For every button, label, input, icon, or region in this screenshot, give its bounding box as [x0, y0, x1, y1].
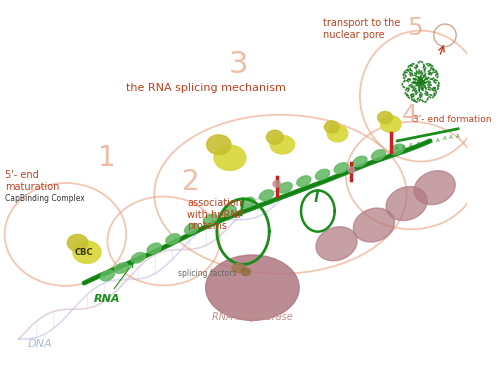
Text: A: A [442, 137, 446, 142]
Ellipse shape [241, 268, 250, 276]
Ellipse shape [327, 125, 348, 142]
Ellipse shape [297, 176, 311, 186]
Text: A: A [456, 134, 460, 139]
Text: association: association [187, 198, 242, 208]
Ellipse shape [316, 227, 357, 261]
Ellipse shape [204, 214, 218, 225]
Ellipse shape [334, 163, 348, 173]
Text: 3: 3 [229, 50, 248, 79]
Ellipse shape [68, 234, 88, 251]
Ellipse shape [354, 208, 395, 242]
Ellipse shape [353, 156, 367, 167]
Text: splicing factors: splicing factors [178, 269, 236, 277]
Ellipse shape [73, 241, 101, 264]
Ellipse shape [348, 167, 355, 173]
Text: with hnRNP: with hnRNP [187, 210, 244, 220]
Text: 4: 4 [402, 103, 418, 127]
Ellipse shape [214, 145, 246, 171]
Ellipse shape [100, 270, 114, 281]
Ellipse shape [206, 135, 231, 154]
Text: A: A [429, 139, 433, 144]
Ellipse shape [240, 197, 255, 208]
Ellipse shape [114, 263, 128, 273]
Text: 5'- end: 5'- end [4, 170, 38, 180]
Ellipse shape [232, 264, 245, 273]
Text: RNA Polymerase: RNA Polymerase [212, 313, 293, 322]
Text: A: A [409, 143, 412, 148]
Text: 2: 2 [182, 168, 200, 195]
Ellipse shape [380, 116, 401, 132]
Ellipse shape [166, 234, 180, 244]
Text: A: A [416, 142, 420, 147]
Ellipse shape [414, 171, 455, 205]
Text: the RNA splicing mechanism: the RNA splicing mechanism [126, 83, 286, 93]
Text: A: A [422, 141, 426, 146]
Ellipse shape [273, 181, 280, 187]
Ellipse shape [278, 182, 292, 193]
Ellipse shape [260, 190, 274, 201]
Ellipse shape [378, 112, 392, 124]
Ellipse shape [184, 224, 198, 234]
Text: A: A [396, 146, 399, 151]
Text: proteins: proteins [187, 221, 227, 231]
Ellipse shape [386, 187, 427, 221]
Ellipse shape [324, 121, 340, 133]
Ellipse shape [372, 150, 386, 160]
Ellipse shape [132, 253, 145, 263]
Ellipse shape [266, 130, 283, 144]
Ellipse shape [390, 144, 404, 154]
Text: CBC: CBC [75, 248, 94, 257]
Text: 1: 1 [98, 144, 116, 172]
Text: 5: 5 [406, 16, 422, 40]
Ellipse shape [316, 169, 330, 180]
Text: A: A [450, 135, 453, 140]
Text: transport to the: transport to the [322, 18, 400, 28]
Ellipse shape [270, 135, 294, 154]
Text: A: A [436, 138, 440, 143]
Ellipse shape [222, 206, 236, 216]
Ellipse shape [147, 243, 162, 254]
Text: nuclear pore: nuclear pore [322, 30, 384, 40]
Text: DNA: DNA [28, 339, 52, 348]
Text: RNA: RNA [94, 263, 133, 304]
Text: 3'- end formation: 3'- end formation [413, 115, 492, 124]
Text: CapBinding Complex: CapBinding Complex [4, 194, 84, 203]
Text: maturation: maturation [4, 182, 59, 191]
Text: A: A [402, 145, 406, 150]
Ellipse shape [206, 255, 299, 320]
